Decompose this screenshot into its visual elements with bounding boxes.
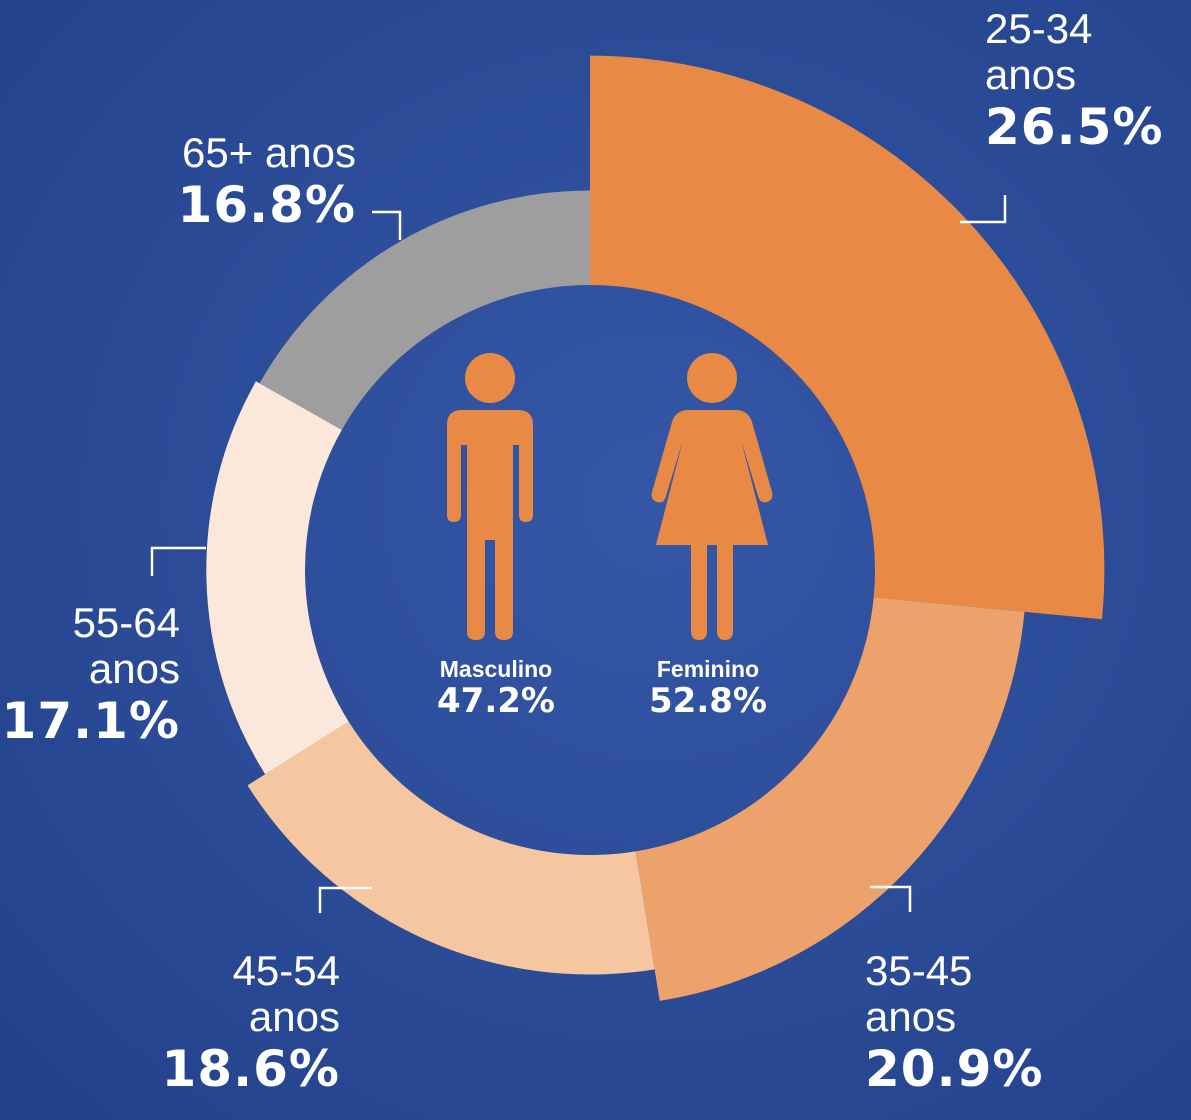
segment xyxy=(635,597,1025,1001)
donut xyxy=(206,55,1105,1001)
gender-value: 47.2% xyxy=(437,681,555,721)
icon-head xyxy=(687,353,737,403)
label: 25-34 anos 26.5% xyxy=(985,5,1185,157)
connector xyxy=(150,546,206,576)
category-label: 55-64 anos xyxy=(72,599,180,692)
category-label: 35-45 anos xyxy=(865,947,973,1040)
category-label: 25-34 anos xyxy=(985,5,1093,98)
value-label: 20.9% xyxy=(865,1040,1044,1098)
icon-body xyxy=(651,410,773,640)
gender-label: Feminino 52.8% xyxy=(608,656,808,720)
gender-label: Masculino 47.2% xyxy=(396,656,596,720)
gender-icons xyxy=(447,353,773,640)
gender-name: Feminino xyxy=(656,656,760,682)
segment xyxy=(590,55,1105,620)
male-icon xyxy=(447,353,533,640)
label: 55-64 anos 17.1% xyxy=(0,599,180,751)
connector xyxy=(372,210,402,240)
label: 65+ anos 16.8% xyxy=(100,129,356,235)
gender-name: Masculino xyxy=(439,656,553,682)
segment xyxy=(259,190,590,430)
value-label: 16.8% xyxy=(177,176,356,234)
value-label: 18.6% xyxy=(161,1040,340,1098)
category-label: 45-54 anos xyxy=(232,947,340,1040)
connector xyxy=(318,886,372,913)
value-label: 17.1% xyxy=(1,692,180,750)
female-icon xyxy=(651,353,773,640)
icon-head xyxy=(465,353,515,403)
connector xyxy=(870,885,912,912)
value-label: 26.5% xyxy=(985,98,1164,156)
category-label: 65+ anos xyxy=(182,129,356,176)
gender-value: 52.8% xyxy=(649,681,767,721)
icon-body xyxy=(447,410,533,640)
label: 35-45 anos 20.9% xyxy=(865,947,1105,1099)
segment xyxy=(247,721,655,975)
segment xyxy=(206,381,349,775)
label: 45-54 anos 18.6% xyxy=(100,947,340,1099)
connector xyxy=(960,195,1007,224)
